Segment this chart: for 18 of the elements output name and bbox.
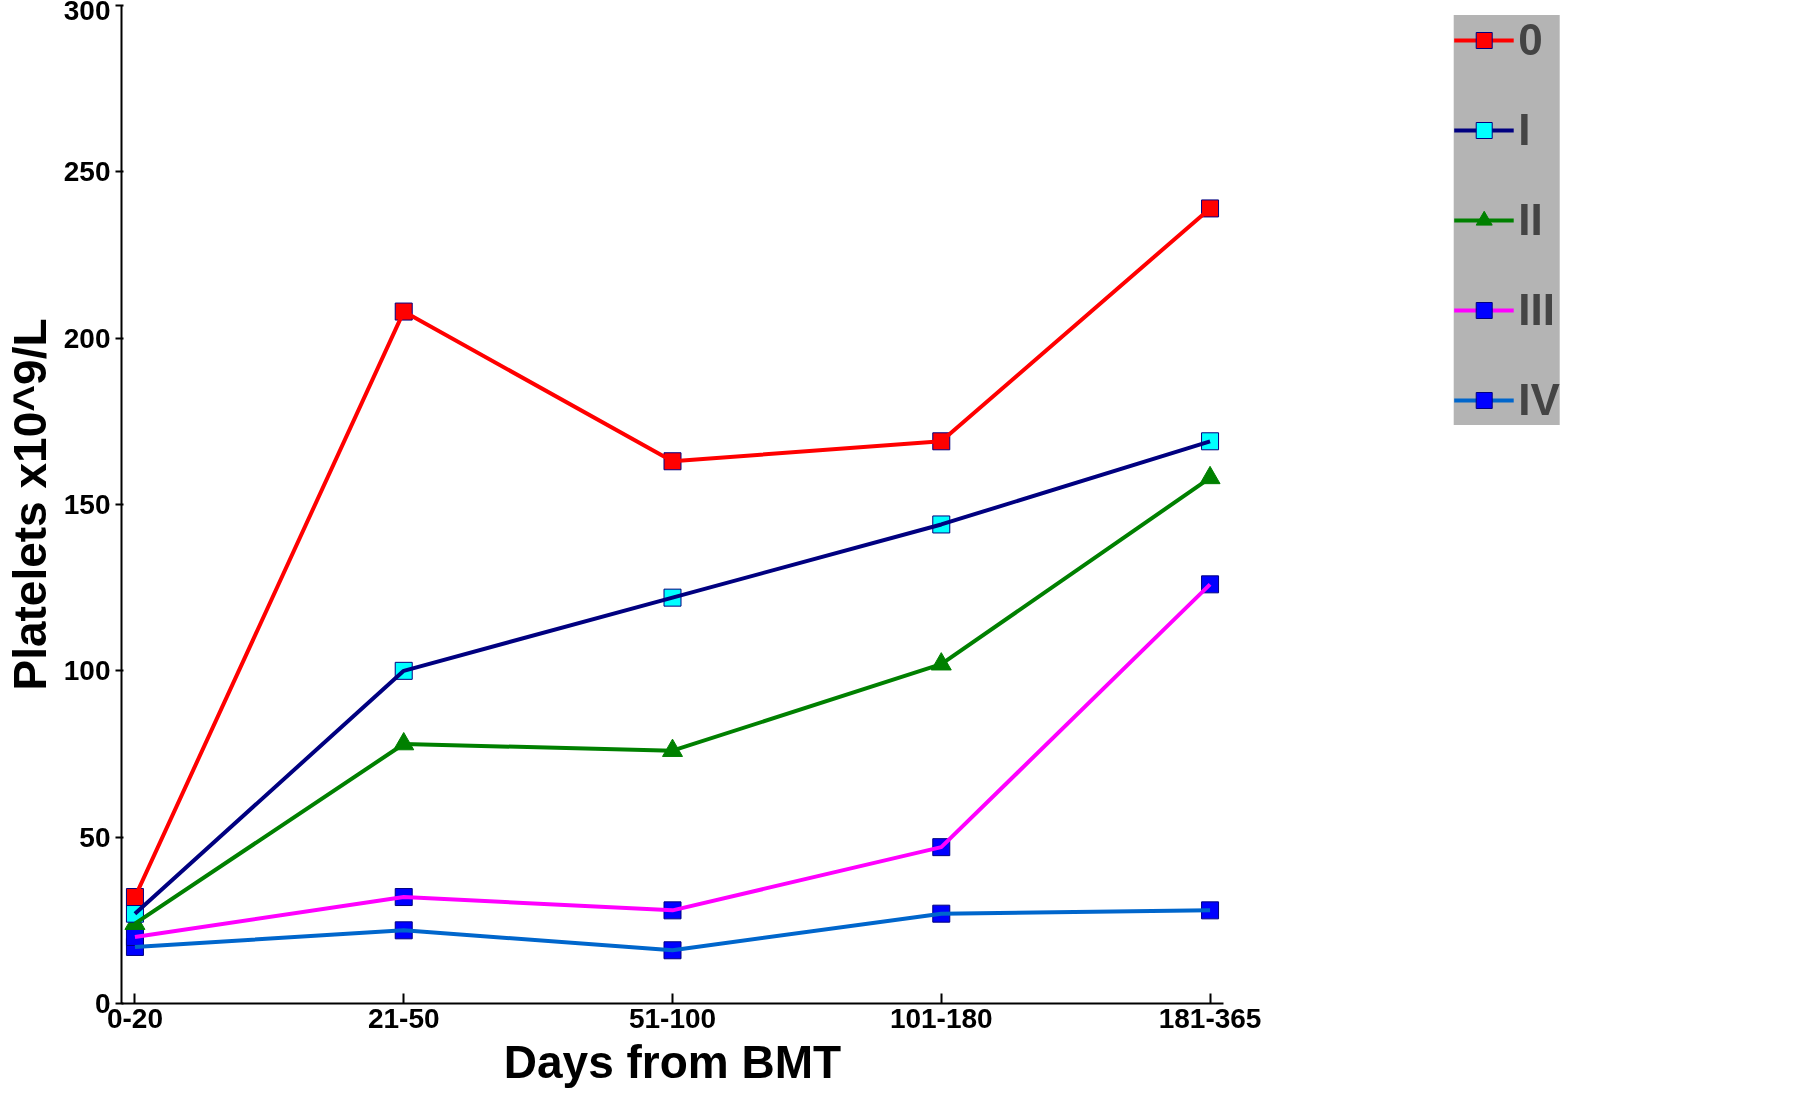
y-tick-label: 200	[63, 322, 111, 354]
x-axis-title: Days from BMT	[503, 1035, 842, 1088]
y-tick-label: 150	[63, 489, 111, 520]
legend-label: III	[1518, 285, 1555, 335]
point	[1201, 199, 1220, 218]
y-axis-title: Platelets x10^9/L	[3, 318, 56, 691]
y-tick-label: 300	[63, 0, 111, 26]
x-tick-label: 51-100	[628, 1002, 717, 1034]
y-tick-label: 250	[63, 156, 111, 188]
legend-label: I	[1518, 105, 1532, 155]
x-tick-label: 101-180	[889, 1002, 993, 1034]
x-tick-label: 21-50	[367, 1002, 440, 1034]
legend-label: IV	[1518, 375, 1560, 425]
legend-label: II	[1518, 195, 1543, 245]
y-tick-label: 100	[63, 655, 111, 687]
legend-label: 0	[1518, 15, 1543, 65]
y-tick-label: 50	[79, 821, 111, 853]
x-tick-label: 181-365	[1158, 1002, 1262, 1034]
